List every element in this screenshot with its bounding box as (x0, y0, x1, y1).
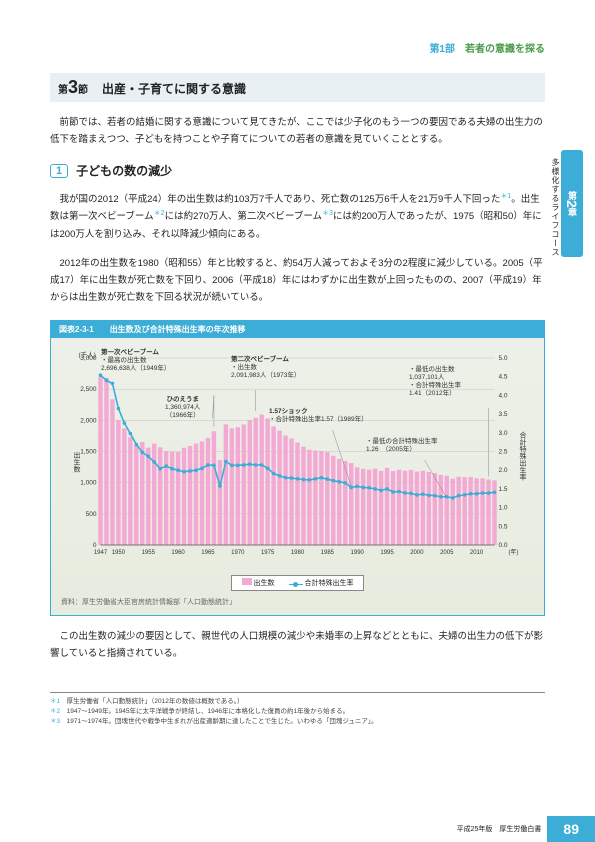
svg-text:1960: 1960 (171, 550, 185, 556)
svg-text:1980: 1980 (291, 550, 305, 556)
svg-text:2000: 2000 (410, 550, 424, 556)
chapter-subtitle: 多様化するライフコース (550, 158, 561, 257)
figure-2-3-1: 図表2-3-1 出生数及び合計特殊出生率の年次推移 0 500 1,000 1,500… (50, 320, 545, 616)
annotation-lowest-tfr: ・最低の合計特殊出生率 1.26 （2005年） (366, 438, 438, 454)
header-part: 第1部 (429, 40, 455, 55)
svg-text:1950: 1950 (112, 550, 126, 556)
svg-text:2,500: 2,500 (80, 386, 97, 393)
annotation-lowest-births: ・最低の出生数 1,037,101人 ・合計特殊出生率 1.41（2012年） (409, 366, 461, 399)
annotation-hinoeuma: ひのえうま 1,360,974人 （1966年） (165, 396, 200, 420)
annotation-second-boom: 第二次ベビーブーム ・出生数 2,091,983人（1973年） (231, 356, 300, 380)
page-footer: 平成25年版 厚生労働白書 89 (457, 816, 595, 842)
svg-text:3.0: 3.0 (499, 430, 508, 437)
subsection-header: 1 子どもの数の減少 (50, 162, 545, 179)
svg-text:1947: 1947 (94, 550, 108, 556)
svg-text:2010: 2010 (470, 550, 484, 556)
subsection-number: 1 (50, 164, 68, 178)
svg-text:2.5: 2.5 (499, 449, 508, 456)
section-title: 出産・子育てに関する意識 (102, 80, 246, 97)
chart-area: 05001,0001,5002,0002,5003,0000.00.51.01.… (51, 338, 544, 615)
annotation-first-boom: 第一次ベビーブーム ・最高の出生数 2,696,638人（1949年） (101, 349, 170, 373)
svg-text:1,000: 1,000 (80, 480, 97, 487)
svg-text:4.0: 4.0 (499, 392, 508, 399)
svg-text:1.0: 1.0 (499, 505, 508, 512)
svg-text:2,000: 2,000 (80, 417, 97, 424)
footer-text: 平成25年版 厚生労働白書 (457, 824, 542, 834)
svg-text:(年): (年) (509, 548, 519, 556)
svg-text:4.5: 4.5 (499, 374, 508, 381)
svg-text:合計特殊出生率: 合計特殊出生率 (519, 431, 527, 482)
figure-title: 出生数及び合計特殊出生率の年次推移 (102, 321, 544, 338)
svg-text:1985: 1985 (321, 550, 335, 556)
header-subtitle: 若者の意識を探る (465, 40, 545, 55)
chapter-badge: 第2章 (561, 150, 583, 257)
paragraph-2: 我が国の2012（平成24）年の出生数は約103万7千人であり、死亡数の125万… (50, 191, 545, 243)
side-tab: 第2章 多様化するライフコース (550, 150, 583, 257)
svg-text:1965: 1965 (201, 550, 215, 556)
subsection-title: 子どもの数の減少 (76, 162, 172, 179)
svg-text:1.5: 1.5 (499, 486, 508, 493)
page-number: 89 (547, 816, 595, 842)
page-header: 第1部 若者の意識を探る (50, 40, 545, 55)
svg-text:1995: 1995 (380, 550, 394, 556)
chart-svg: 05001,0001,5002,0002,5003,0000.00.51.01.… (61, 348, 534, 573)
svg-text:1975: 1975 (261, 550, 275, 556)
svg-text:(千人): (千人) (79, 350, 96, 359)
paragraph-4: この出生数の減少の要因として、親世代の人口規模の減少や未婚率の上昇などとともに、… (50, 628, 545, 662)
annotation-157-shock: 1.57ショック ・合計特殊出生率1.57（1989年） (269, 408, 368, 424)
svg-text:0.0: 0.0 (499, 542, 508, 549)
svg-text:5.0: 5.0 (499, 355, 508, 362)
footnotes: ＊1 厚生労働省「人口動態統計」（2012年の数値は概数である。） ＊2 194… (50, 692, 545, 726)
paragraph-3: 2012年の出生数を1980（昭和55）年と比較すると、約54万人減っておよそ3… (50, 255, 545, 306)
section-header: 第3節 出産・子育てに関する意識 (50, 73, 545, 102)
svg-text:出生数: 出生数 (73, 451, 81, 474)
svg-text:0: 0 (93, 542, 97, 549)
svg-text:1955: 1955 (142, 550, 156, 556)
section-label: 第3節 (58, 77, 88, 98)
svg-text:1,500: 1,500 (80, 449, 97, 456)
paragraph-1: 前節では、若者の結婚に関する意識について見てきたが、ここでは少子化のもう一つの要… (50, 114, 545, 148)
figure-label: 図表2-3-1 (51, 321, 102, 338)
svg-text:2.0: 2.0 (499, 467, 508, 474)
svg-text:1990: 1990 (351, 550, 365, 556)
svg-text:0.5: 0.5 (499, 523, 508, 530)
chart-source: 資料：厚生労働省大臣官房統計情報部「人口動態統計」 (61, 597, 534, 607)
svg-text:500: 500 (86, 511, 97, 518)
chart-legend: 出生数 合計特殊出生率 (231, 575, 365, 591)
figure-header: 図表2-3-1 出生数及び合計特殊出生率の年次推移 (51, 321, 544, 338)
svg-text:3.5: 3.5 (499, 411, 508, 418)
svg-text:2005: 2005 (440, 550, 454, 556)
svg-text:1970: 1970 (231, 550, 245, 556)
